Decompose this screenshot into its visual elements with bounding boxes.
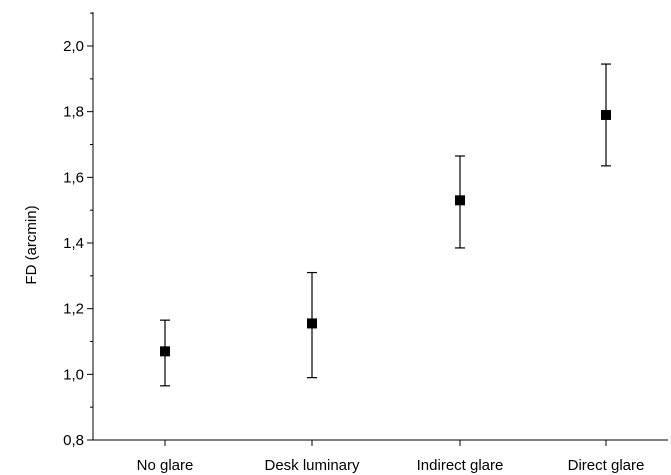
axes — [92, 12, 668, 441]
x-tick-label: Desk luminary — [264, 457, 360, 474]
y-axis-title: FD (arcmin) — [23, 205, 40, 284]
data-point — [601, 109, 611, 120]
data-point — [307, 318, 317, 329]
data-point-group — [307, 271, 317, 379]
y-tick-label: 1,2 — [63, 301, 84, 318]
y-ticks: 0,8 1,0 1,2 1,4 1,6 1,8 2,0 — [63, 12, 93, 449]
y-tick-label: 1,6 — [63, 169, 84, 186]
y-tick-label: 1,0 — [63, 366, 84, 383]
data-point-group — [160, 319, 170, 387]
data-point — [455, 195, 465, 206]
x-tick-label: No glare — [137, 457, 194, 474]
y-tick-label: 0,8 — [63, 432, 84, 449]
data-point — [160, 346, 170, 357]
x-ticks: No glare Desk luminary Indirect glare Direc… — [137, 440, 645, 474]
y-tick-label: 1,4 — [63, 235, 84, 252]
x-tick-label: Direct glare — [568, 457, 645, 474]
data-point-group — [455, 155, 465, 249]
y-tick-label: 2,0 — [63, 38, 84, 55]
x-tick-label: Indirect glare — [417, 457, 504, 474]
y-tick-label: 1,8 — [63, 104, 84, 121]
data-marks — [160, 63, 611, 387]
data-point-group — [601, 63, 611, 167]
